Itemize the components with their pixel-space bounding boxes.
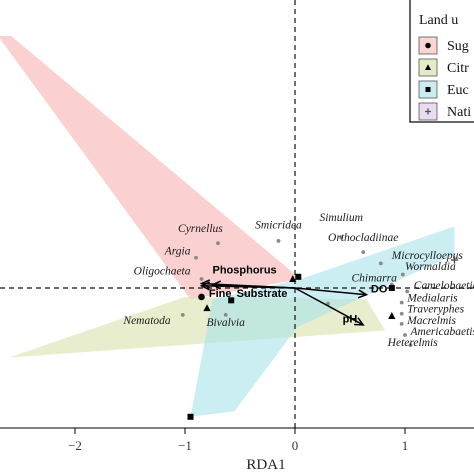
species-label: Simulium: [319, 212, 362, 224]
site-marker-plus: [450, 256, 459, 264]
species-label: Orthocladiinae: [328, 232, 398, 244]
species-label: Heterelmis: [387, 337, 439, 349]
species-point: [400, 272, 405, 277]
environmental-vectors: Phosphorus Fine Substrate DO pH: [199, 264, 388, 326]
site-marker-triangle: [289, 275, 297, 283]
site-markers: [187, 256, 459, 420]
species-point: [408, 343, 413, 348]
vector-arrow: [294, 287, 367, 296]
legend-label: Citr: [447, 61, 469, 76]
x-tick-label: −2: [68, 438, 82, 453]
reference-lines: [0, 0, 474, 428]
legend-title: Land u: [419, 13, 458, 28]
legend-marker-triangle: [424, 64, 432, 70]
vector-arrowhead: [354, 317, 365, 326]
site-marker-square: [228, 297, 235, 304]
species-point: [378, 261, 383, 266]
species-point: [194, 255, 198, 260]
site-marker-square: [187, 413, 194, 420]
legend-label: Euc: [447, 83, 469, 98]
species-label: Smicridea: [255, 220, 302, 232]
species-point: [405, 289, 410, 294]
species-point: [399, 321, 404, 326]
site-marker-circle: [198, 293, 205, 301]
species-label: Argia: [164, 245, 191, 257]
vector-arrowhead: [210, 280, 222, 290]
species-label: Traveryphes: [407, 304, 464, 316]
legend-label: Nati: [447, 105, 471, 120]
vector-label: Phosphorus: [213, 264, 277, 276]
species-label: Bivalvia: [207, 317, 246, 329]
x-tick-label: −1: [178, 438, 192, 453]
species-label: Nematoda: [122, 315, 171, 327]
vector-label: Fine: [209, 288, 232, 300]
vector-arrowhead: [357, 289, 369, 299]
species-point: [361, 250, 366, 255]
legend: Land u Sug Citr Euc Nati: [409, 0, 474, 123]
species-label: Chimarra: [352, 272, 398, 284]
legend-marker-plus: [425, 108, 431, 115]
species-point: [243, 291, 248, 296]
x-tick-label: 0: [292, 438, 299, 453]
vector-label: DO: [371, 283, 388, 295]
species-label: Americabaetis: [410, 326, 474, 338]
legend-marker-circle: [425, 42, 431, 49]
species-label: Medialaris: [406, 292, 458, 304]
species-point: [399, 311, 404, 316]
species-point: [180, 312, 185, 317]
vector-arrow: [294, 287, 364, 326]
vector-arrowhead: [199, 281, 211, 291]
legend-label: Sug: [447, 39, 469, 54]
species-point: [216, 241, 220, 246]
x-tick-label: 1: [402, 438, 409, 453]
species-label: Wormaldia: [405, 261, 456, 273]
species-label: Oligochaeta: [134, 266, 191, 278]
legend-marker-square: [425, 87, 431, 92]
x-axis: RDA1 −2 −1 0 1: [0, 427, 474, 473]
site-marker-square: [388, 285, 395, 291]
species-points: Cyrnellus Smicridea Simulium Argia Oligochae…: [122, 212, 474, 349]
hull-sug: [0, 36, 301, 300]
species-point: [276, 239, 281, 243]
species-label: Cyrnellus: [178, 223, 223, 235]
species-point: [199, 277, 204, 281]
vector-label: Substrate: [237, 288, 288, 300]
species-point: [339, 235, 344, 240]
vector-label: pH: [343, 314, 358, 326]
species-label: Microcylloepus: [391, 250, 464, 262]
species-label: Camelobaetidius: [414, 280, 474, 292]
site-marker-square: [295, 273, 302, 280]
vector-arrow: [201, 285, 296, 289]
site-marker-triangle: [203, 304, 211, 312]
species-point: [223, 312, 228, 317]
group-hulls: [0, 36, 455, 417]
hull-euc: [190, 226, 455, 417]
species-point: [399, 300, 404, 305]
species-label: Macrelmis: [406, 315, 456, 327]
x-axis-label: RDA1: [246, 457, 285, 473]
species-point: [403, 333, 407, 337]
site-marker-triangle: [388, 312, 396, 319]
